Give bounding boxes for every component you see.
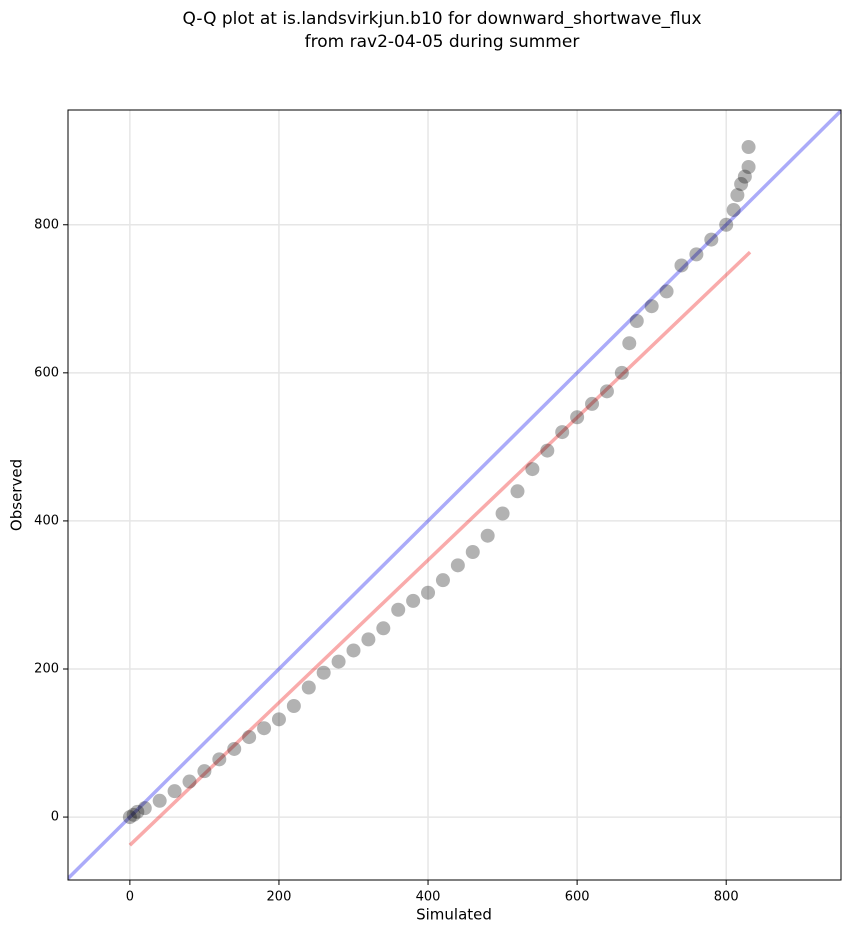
- point: [242, 730, 257, 745]
- reference-line: [128, 250, 752, 847]
- point: [346, 643, 361, 658]
- point: [704, 232, 719, 247]
- plot-area: [68, 110, 841, 880]
- x-tick-label: 800: [714, 890, 739, 905]
- y-tick-label: 800: [34, 217, 59, 232]
- y-axis-label: Observed: [8, 459, 26, 531]
- x-axis-label: Simulated: [416, 906, 492, 924]
- point: [730, 188, 745, 203]
- x-tick-label: 600: [565, 890, 590, 905]
- point: [599, 384, 614, 399]
- reference-line: [68, 110, 841, 880]
- y-tick-label: 200: [34, 661, 59, 676]
- point: [406, 593, 421, 608]
- point: [257, 721, 272, 736]
- point: [622, 336, 637, 351]
- chart-title-line: from rav2-04-05 during summer: [305, 32, 580, 52]
- point: [570, 410, 585, 425]
- x-tick-label: 200: [267, 890, 292, 905]
- point: [480, 528, 495, 543]
- point: [629, 314, 644, 329]
- point: [614, 365, 629, 380]
- point: [737, 169, 752, 184]
- point: [734, 177, 749, 192]
- point: [271, 712, 286, 727]
- point: [421, 585, 436, 600]
- point: [435, 573, 450, 588]
- y-tick-label: 600: [34, 365, 59, 380]
- point: [719, 217, 734, 232]
- point: [391, 602, 406, 617]
- plot-frame: [67, 109, 842, 881]
- chart-title-line: Q-Q plot at is.landsvirkjun.b10 for down…: [182, 9, 701, 29]
- point: [525, 462, 540, 477]
- point: [197, 764, 212, 779]
- x-tick-label: 0: [126, 890, 134, 905]
- point: [555, 425, 570, 440]
- point: [644, 299, 659, 314]
- point: [152, 793, 167, 808]
- point: [376, 621, 391, 636]
- point: [167, 784, 182, 799]
- point: [227, 741, 242, 756]
- point: [286, 699, 301, 714]
- point: [674, 258, 689, 273]
- point: [450, 558, 465, 573]
- x-tick-label: 400: [416, 890, 441, 905]
- point: [361, 632, 376, 647]
- point: [316, 665, 331, 680]
- point: [182, 774, 197, 789]
- point: [301, 680, 316, 695]
- point: [126, 807, 141, 822]
- point: [137, 801, 152, 816]
- point: [689, 247, 704, 262]
- point: [540, 443, 555, 458]
- point: [510, 484, 525, 499]
- point: [741, 160, 756, 175]
- point: [495, 506, 510, 521]
- point: [741, 140, 756, 155]
- point: [212, 752, 227, 767]
- point: [659, 284, 674, 299]
- point: [726, 202, 741, 217]
- point: [331, 654, 346, 669]
- y-tick-label: 400: [34, 513, 59, 528]
- point: [465, 545, 480, 560]
- point: [122, 810, 137, 825]
- y-tick-label: 0: [51, 810, 59, 825]
- point: [585, 396, 600, 411]
- point: [130, 804, 145, 819]
